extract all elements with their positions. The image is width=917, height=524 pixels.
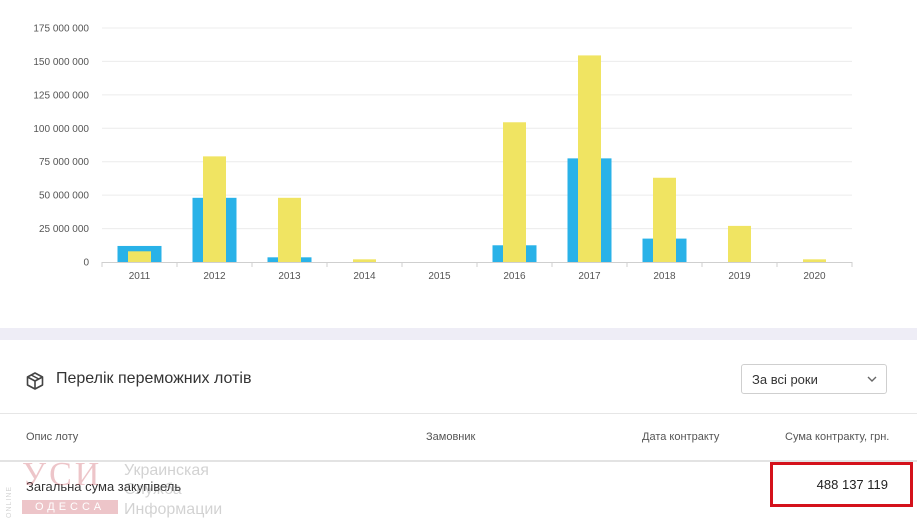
y-tick-label: 125 000 000 xyxy=(33,90,89,101)
watermark-line: Служба xyxy=(124,481,182,498)
column-header-contract-date[interactable]: Дата контракту xyxy=(642,431,720,443)
x-tick-label: 2013 xyxy=(278,271,301,282)
y-tick-label: 175 000 000 xyxy=(33,24,89,35)
y-tick-label: 75 000 000 xyxy=(39,157,89,168)
bar-series-2-2020 xyxy=(803,259,826,262)
total-highlight-box: 488 137 119 xyxy=(770,462,913,507)
y-tick-label: 0 xyxy=(83,258,89,269)
y-tick-label: 150 000 000 xyxy=(33,57,89,68)
watermark-usi: УСИ xyxy=(22,456,103,493)
column-header-customer[interactable]: Замовник xyxy=(426,431,476,443)
bar-series-2-2019 xyxy=(728,225,751,262)
x-tick-label: 2011 xyxy=(129,271,151,282)
bar-series-2-2014 xyxy=(353,259,376,262)
column-header-contract-sum[interactable]: Сума контракту, грн. xyxy=(785,431,890,443)
bar-chart: 0 25 000 000 50 000 000 75 000 000 100 000 0… xyxy=(33,24,853,282)
year-filter-select[interactable]: За всі роки xyxy=(741,364,887,394)
y-tick-label: 25 000 000 xyxy=(39,224,89,235)
total-value: 488 137 119 xyxy=(816,477,888,492)
bar-series-2-2016 xyxy=(503,122,526,262)
table-header: Опис лоту Замовник Дата контракту Сума к… xyxy=(0,414,917,462)
lots-header: Перелік переможних лотів За всі роки xyxy=(0,340,917,414)
watermark-line: Украинская xyxy=(124,462,209,479)
section-divider xyxy=(0,328,917,340)
x-tick-label: 2012 xyxy=(203,271,226,282)
year-filter-value: За всі роки xyxy=(752,372,818,387)
y-tick-label: 100 000 000 xyxy=(33,124,89,135)
box-icon xyxy=(26,372,44,390)
x-tick-label: 2020 xyxy=(803,271,826,282)
x-tick-label: 2015 xyxy=(428,271,451,282)
y-tick-label: 50 000 000 xyxy=(39,191,89,202)
lots-title: Перелік переможних лотів xyxy=(56,370,252,387)
bar-series-2-2018 xyxy=(653,177,676,262)
watermark-line: Информации xyxy=(124,501,223,518)
x-tick-label: 2018 xyxy=(653,271,676,282)
table-row-total: Загальна сума закупівель 488 137 119 xyxy=(0,462,917,512)
bar-series-2-2013 xyxy=(278,197,301,262)
watermark-city: ОДЕССА xyxy=(22,500,118,514)
x-tick-label: 2016 xyxy=(503,271,526,282)
bar-series-2-2017 xyxy=(578,55,601,262)
watermark-online: ONLINE xyxy=(6,485,13,518)
watermark-logo: ONLINE УСИ ОДЕССА Украинская Служба Инфо… xyxy=(4,456,234,524)
bar-series-2-2011 xyxy=(128,251,151,262)
total-label: Загальна сума закупівель xyxy=(26,479,182,494)
chart-panel: 0 25 000 000 50 000 000 75 000 000 100 000 0… xyxy=(33,23,853,282)
x-tick-label: 2019 xyxy=(728,271,751,282)
column-header-lot-description[interactable]: Опис лоту xyxy=(26,431,79,443)
chevron-down-icon xyxy=(867,376,877,382)
x-tick-label: 2014 xyxy=(353,271,376,282)
x-tick-label: 2017 xyxy=(578,271,601,282)
bar-series-2-2012 xyxy=(203,156,226,262)
